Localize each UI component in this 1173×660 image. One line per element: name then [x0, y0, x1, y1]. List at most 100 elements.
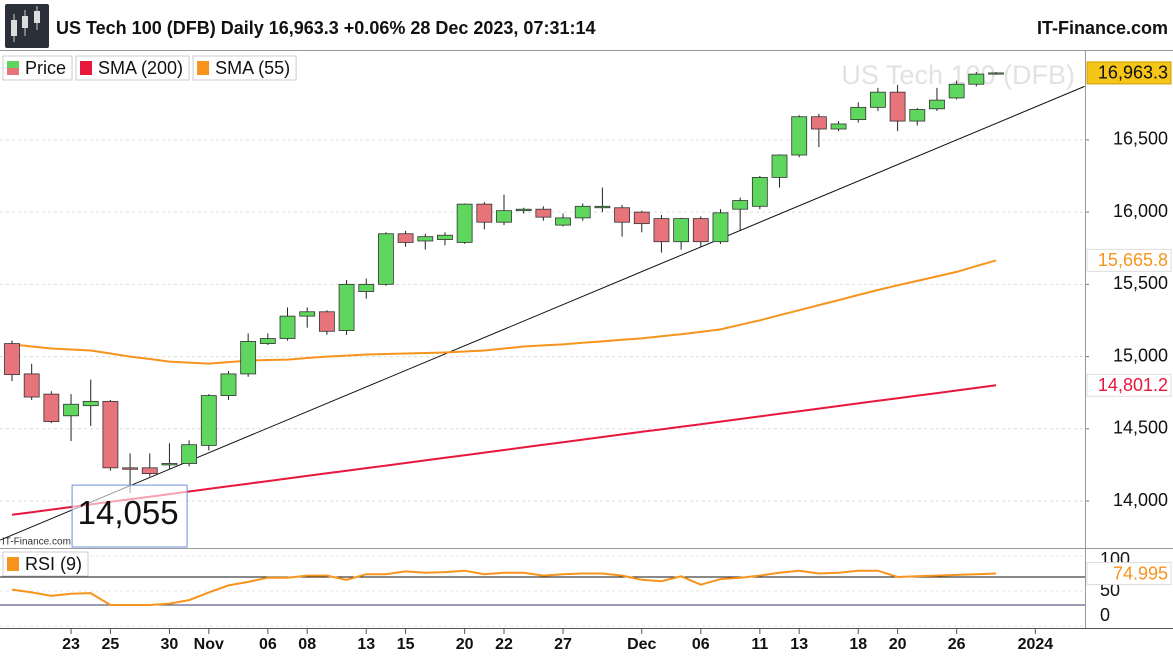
candle-body	[830, 123, 847, 130]
candle-body	[397, 233, 414, 243]
overlay: 14,000 14,500 15,000 15,500 16,000 16,500 23 25…	[2, 55, 1172, 653]
legend-label: RSI (9)	[25, 554, 82, 574]
candle-body	[515, 208, 532, 212]
candle-body	[378, 233, 394, 285]
legend-swatch	[197, 61, 210, 75]
candle-body	[929, 99, 945, 110]
candle-body	[673, 218, 690, 243]
candle-body	[653, 218, 670, 243]
candle-body	[614, 207, 630, 223]
y-tick-label: 15,000	[1113, 345, 1168, 365]
candle-body	[889, 91, 906, 122]
x-tick-label: 2024	[1018, 636, 1054, 653]
candle-body	[4, 343, 20, 376]
candle-body	[259, 338, 276, 344]
x-tick-label: 08	[298, 636, 316, 653]
x-tick-label: 13	[357, 636, 375, 653]
candle-body	[712, 212, 729, 243]
x-tick-label: 25	[102, 636, 120, 653]
legend-box	[75, 55, 190, 81]
legend-swatch	[7, 68, 19, 75]
candle-body	[633, 211, 650, 225]
series-line	[11, 569, 997, 606]
candle-body	[23, 373, 40, 398]
candle-body	[948, 83, 965, 99]
x-tick-label: Dec	[627, 636, 656, 653]
price-tag-bg	[1086, 61, 1172, 85]
candle-body	[43, 393, 60, 422]
candle-body	[535, 208, 552, 218]
legend-item: RSI (9)	[2, 551, 89, 577]
y-tick-label: 14,000	[1113, 490, 1168, 510]
price-panel: US Tech 100 (DFB)IT-Finance.com	[0, 60, 1085, 548]
candle-body	[161, 463, 178, 466]
candle-body	[791, 116, 808, 156]
x-tick-label: 27	[554, 636, 572, 653]
annotation-box	[71, 484, 188, 548]
y-tick-label: 14,500	[1113, 418, 1168, 438]
x-tick-label: 15	[397, 636, 415, 653]
candle-body	[850, 106, 867, 121]
candle-body	[692, 218, 709, 243]
candle-body	[338, 283, 355, 331]
candle-body	[594, 205, 611, 209]
y-tick-label: 0	[1100, 605, 1110, 625]
rsi-panel	[0, 555, 1085, 627]
legend-label: SMA (55)	[215, 58, 290, 78]
x-tick-label: 26	[948, 636, 966, 653]
x-tick-label: 30	[161, 636, 179, 653]
sma-tag: 14,801.2	[1098, 375, 1168, 395]
candle-body	[496, 210, 512, 223]
x-tick-label: 18	[849, 636, 867, 653]
sma-tag: 15,665.8	[1098, 250, 1168, 270]
series-line	[11, 259, 997, 365]
legend-swatch	[80, 61, 93, 75]
price-tag: 16,963.3	[1098, 63, 1168, 83]
candle-body	[574, 205, 591, 219]
x-tick-label: 23	[62, 636, 80, 653]
y-tick-label: 16,500	[1113, 129, 1168, 149]
x-tick-label: 13	[790, 636, 808, 653]
x-tick-label: 06	[692, 636, 710, 653]
trendline	[0, 85, 1085, 541]
x-tick-label: 11	[751, 636, 768, 653]
legend-swatch	[7, 61, 19, 68]
rsi-tag: 74.995	[1113, 563, 1168, 583]
candle-body	[141, 467, 158, 474]
candle-body	[968, 73, 985, 85]
candle-body	[771, 154, 788, 178]
x-tick-label: 06	[259, 636, 277, 653]
candle-body	[200, 395, 217, 446]
candle-body	[909, 109, 926, 122]
candle-body	[476, 203, 493, 223]
candle-body	[63, 403, 79, 417]
legend-item: Price	[2, 55, 73, 81]
annotation-label: 14,055	[78, 494, 179, 531]
candle-body	[870, 91, 886, 108]
sma-tag-bg	[1086, 248, 1172, 272]
x-tick-label: 20	[456, 636, 474, 653]
legend-label: SMA (200)	[98, 58, 183, 78]
candle-body	[279, 315, 296, 339]
x-tick-label: 22	[495, 636, 513, 653]
y-tick-label: 15,500	[1113, 273, 1168, 293]
candle-body	[555, 217, 571, 226]
candle-body	[988, 72, 1004, 75]
candle-body	[417, 236, 434, 242]
brand: IT-Finance.com	[1037, 18, 1168, 38]
chart-title: US Tech 100 (DFB) Daily 16,963.3 +0.06% …	[56, 18, 595, 38]
candle-body	[456, 203, 473, 243]
y-tick-label: 16,000	[1113, 201, 1168, 221]
candle-body	[358, 283, 375, 292]
x-tick-label: 20	[889, 636, 907, 653]
app-icon	[5, 4, 49, 48]
candle-body	[82, 400, 99, 407]
candle-body	[181, 444, 198, 464]
rsi-tag-bg	[1086, 562, 1172, 586]
x-tick-label: Nov	[194, 636, 224, 653]
candle-body	[220, 373, 237, 396]
candle-body	[240, 340, 257, 375]
candle-body	[102, 400, 119, 469]
legend-item: SMA (200)	[75, 55, 190, 81]
